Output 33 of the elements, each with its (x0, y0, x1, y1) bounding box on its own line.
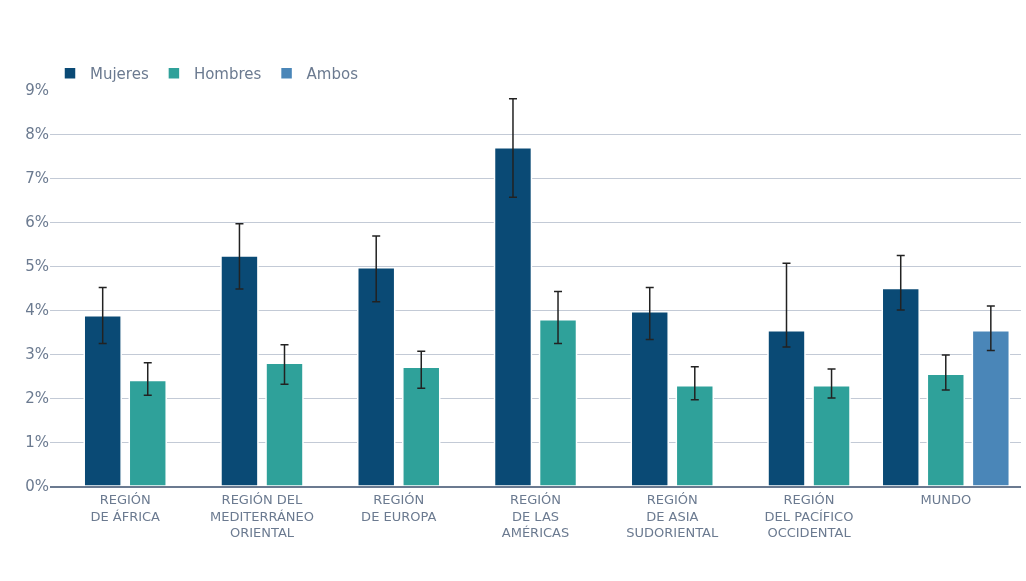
y-tick-label: 2% (25, 389, 49, 408)
bar (220, 255, 259, 486)
y-tick-label: 1% (25, 433, 49, 452)
y-tick-label: 5% (25, 257, 49, 276)
bar (493, 146, 533, 486)
x-tick-label: REGIÓN DE LAS AMÉRICAS (501, 491, 570, 541)
x-tick-label: REGIÓN DEL MEDITERRÁNEO ORIENTAL (209, 491, 314, 541)
bar (767, 329, 806, 486)
y-tick-label: 6% (25, 213, 49, 232)
bar (630, 311, 669, 486)
bar (83, 314, 122, 486)
y-tick-label: 3% (25, 345, 49, 364)
y-tick-label: 4% (25, 301, 49, 320)
legend-label: Ambos (306, 65, 359, 84)
bar (971, 329, 1011, 486)
bar (128, 379, 167, 486)
legend-label: Mujeres (90, 65, 149, 84)
bar (812, 384, 851, 486)
legend-label: Hombres (193, 65, 262, 84)
x-tick-label: REGIÓN DE ASIA SUDORIENTAL (626, 491, 719, 541)
y-tick-label: 7% (25, 169, 49, 188)
x-tick-label: REGIÓN DE ÁFRICA (90, 491, 161, 524)
bar (265, 362, 304, 486)
x-tick-label: MUNDO (920, 491, 972, 507)
y-tick-label: 8% (25, 125, 49, 144)
y-tick-label: 0% (25, 477, 49, 496)
y-tick-label: 9% (25, 81, 49, 100)
bar (538, 318, 578, 486)
bar (402, 366, 441, 486)
bar (675, 384, 714, 486)
bar (357, 267, 396, 486)
x-tick-label: REGIÓN DEL PACÍFICO OCCIDENTAL (764, 491, 854, 541)
x-tick-label: REGIÓN DE EUROPA (361, 491, 437, 524)
